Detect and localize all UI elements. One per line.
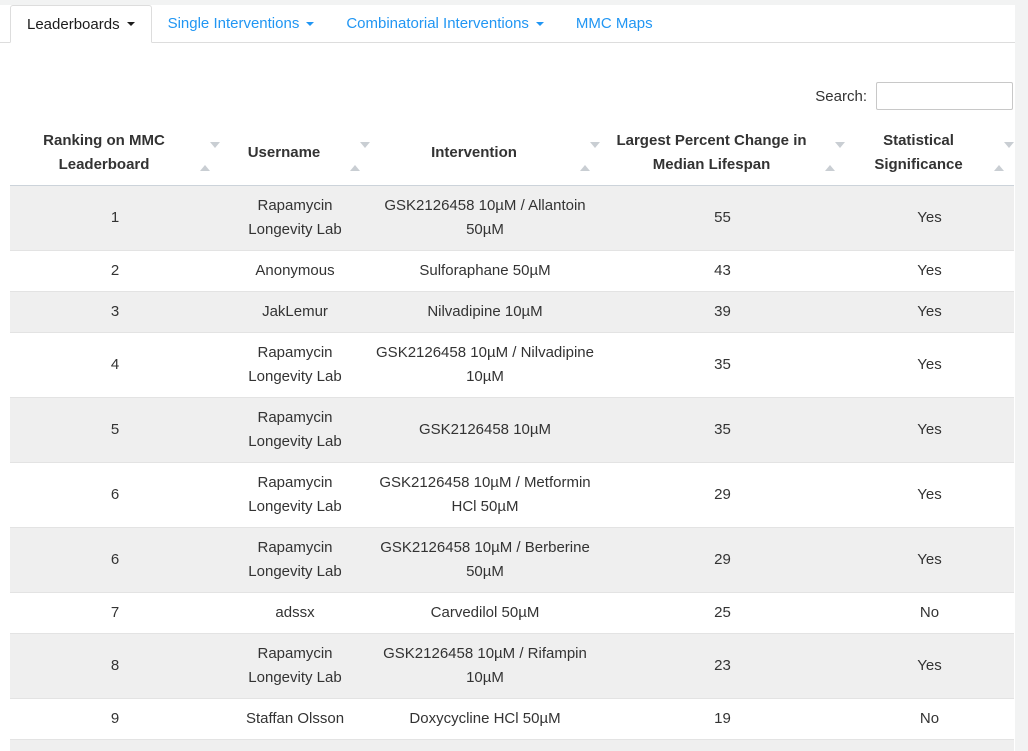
sort-icon: [580, 142, 600, 171]
column-header-label: Intervention: [431, 144, 517, 161]
table-row: 6 Rapamycin Longevity Lab GSK2126458 10µ…: [10, 527, 1014, 593]
column-header-intervention[interactable]: Intervention: [370, 121, 600, 186]
cell-username: JakLemur: [262, 303, 328, 320]
tab-mmc-maps[interactable]: MMC Maps: [560, 5, 669, 42]
cell-significance: Yes: [917, 551, 942, 568]
cell-intervention: Nilvadipine 10µM: [427, 303, 543, 320]
cell-rank: 7: [110, 604, 120, 621]
cell-percent-change: 25: [714, 604, 731, 621]
cell-significance: Yes: [917, 356, 942, 373]
cell-percent-change: 23: [714, 657, 731, 674]
cell-significance: Yes: [917, 657, 942, 674]
cell-rank: 2: [110, 262, 120, 279]
search-row: Search:: [0, 82, 1013, 110]
table-row: 8 Rapamycin Longevity Lab GSK2126458 10µ…: [10, 633, 1014, 699]
cell-username: Rapamycin Longevity Lab: [248, 474, 342, 515]
column-header-label: Ranking on MMC Leaderboard: [43, 132, 165, 173]
cell-intervention: Sulforaphane 50µM: [419, 262, 551, 279]
table-row: 7 adssx Carvedilol 50µM 25 No: [10, 592, 1014, 634]
sort-icon: [994, 142, 1014, 171]
cell-username: Rapamycin Longevity Lab: [248, 409, 342, 450]
caret-down-icon: [535, 21, 544, 26]
table-row: 3 JakLemur Nilvadipine 10µM 39 Yes: [10, 291, 1014, 333]
tab-leaderboards[interactable]: Leaderboards: [10, 5, 152, 43]
table-row: 4 Rapamycin Longevity Lab GSK2126458 10µ…: [10, 332, 1014, 398]
table-body: 1 Rapamycin Longevity Lab GSK2126458 10µ…: [10, 185, 1014, 739]
cell-rank: 8: [110, 657, 120, 674]
cell-rank: 3: [110, 303, 120, 320]
sort-icon: [350, 142, 370, 171]
caret-down-icon: [126, 22, 135, 26]
table-row: 1 Rapamycin Longevity Lab GSK2126458 10µ…: [10, 185, 1014, 251]
column-header-label: Statistical Significance: [874, 132, 963, 173]
cell-username: Rapamycin Longevity Lab: [248, 344, 342, 385]
table-row-partial: [10, 739, 1014, 751]
cell-percent-change: 29: [714, 551, 731, 568]
cell-percent-change: 35: [714, 421, 731, 438]
cell-significance: Yes: [917, 262, 942, 279]
table-row: 5 Rapamycin Longevity Lab GSK2126458 10µ…: [10, 397, 1014, 463]
tab-label: MMC Maps: [575, 15, 653, 32]
tab-combinatorial-interventions[interactable]: Combinatorial Interventions: [330, 5, 560, 42]
cell-significance: Yes: [917, 303, 942, 320]
column-header-ranking[interactable]: Ranking on MMC Leaderboard: [10, 121, 220, 186]
table-header: Ranking on MMC Leaderboard Username Inte…: [10, 121, 1014, 186]
cell-intervention: GSK2126458 10µM / Berberine 50µM: [380, 539, 590, 580]
cell-percent-change: 19: [714, 710, 731, 727]
search-input[interactable]: [876, 82, 1013, 110]
cell-significance: No: [919, 604, 940, 621]
column-header-label: Largest Percent Change in Median Lifespa…: [616, 132, 807, 173]
cell-intervention: GSK2126458 10µM: [418, 421, 552, 438]
search-label: Search:: [815, 87, 867, 105]
cell-intervention: GSK2126458 10µM / Metformin HCl 50µM: [379, 474, 591, 515]
table-row: 6 Rapamycin Longevity Lab GSK2126458 10µ…: [10, 462, 1014, 528]
cell-rank: 4: [110, 356, 120, 373]
cell-username: adssx: [275, 604, 315, 621]
cell-significance: Yes: [917, 486, 942, 503]
cell-percent-change: 39: [714, 303, 731, 320]
cell-rank: 6: [110, 551, 120, 568]
cell-percent-change: 35: [714, 356, 731, 373]
cell-significance: Yes: [917, 209, 942, 226]
table-row: 9 Staffan Olsson Doxycycline HCl 50µM 19…: [10, 698, 1014, 739]
cell-significance: No: [919, 710, 940, 727]
tab-label: Combinatorial Interventions: [346, 15, 529, 32]
cell-username: Rapamycin Longevity Lab: [248, 539, 342, 580]
cell-percent-change: 29: [714, 486, 731, 503]
cell-intervention: GSK2126458 10µM / Rifampin 10µM: [383, 645, 587, 686]
column-header-username[interactable]: Username: [220, 121, 370, 186]
cell-percent-change: 43: [714, 262, 731, 279]
cell-username: Rapamycin Longevity Lab: [248, 197, 342, 238]
sort-icon: [200, 142, 220, 171]
page-top-gutter: [0, 0, 1028, 5]
cell-rank: 6: [110, 486, 120, 503]
sort-icon: [825, 142, 845, 171]
cell-significance: Yes: [917, 421, 942, 438]
leaderboard-table: Ranking on MMC Leaderboard Username Inte…: [10, 121, 1014, 739]
column-header-significance[interactable]: Statistical Significance: [845, 121, 1014, 186]
cell-rank: 9: [110, 710, 120, 727]
header-row: Ranking on MMC Leaderboard Username Inte…: [10, 121, 1014, 186]
main-content: Leaderboards Single Interventions Combin…: [0, 5, 1015, 751]
cell-intervention: GSK2126458 10µM / Nilvadipine 10µM: [376, 344, 594, 385]
cell-rank: 5: [110, 421, 120, 438]
column-header-percent-change[interactable]: Largest Percent Change in Median Lifespa…: [600, 121, 845, 186]
cell-intervention: GSK2126458 10µM / Allantoin 50µM: [384, 197, 586, 238]
column-header-label: Username: [247, 144, 321, 161]
cell-username: Rapamycin Longevity Lab: [248, 645, 342, 686]
page-right-gutter: [1015, 0, 1028, 751]
table-row: 2 Anonymous Sulforaphane 50µM 43 Yes: [10, 250, 1014, 292]
caret-down-icon: [306, 21, 315, 26]
cell-percent-change: 55: [714, 209, 731, 226]
cell-username: Anonymous: [255, 262, 335, 279]
tab-single-interventions[interactable]: Single Interventions: [152, 5, 331, 42]
cell-username: Staffan Olsson: [245, 710, 345, 727]
cell-rank: 1: [110, 209, 120, 226]
tab-label: Leaderboards: [27, 15, 120, 33]
cell-intervention: Doxycycline HCl 50µM: [409, 710, 561, 727]
cell-intervention: Carvedilol 50µM: [430, 604, 540, 621]
nav-tabs: Leaderboards Single Interventions Combin…: [0, 5, 1015, 43]
tab-label: Single Interventions: [167, 15, 300, 32]
